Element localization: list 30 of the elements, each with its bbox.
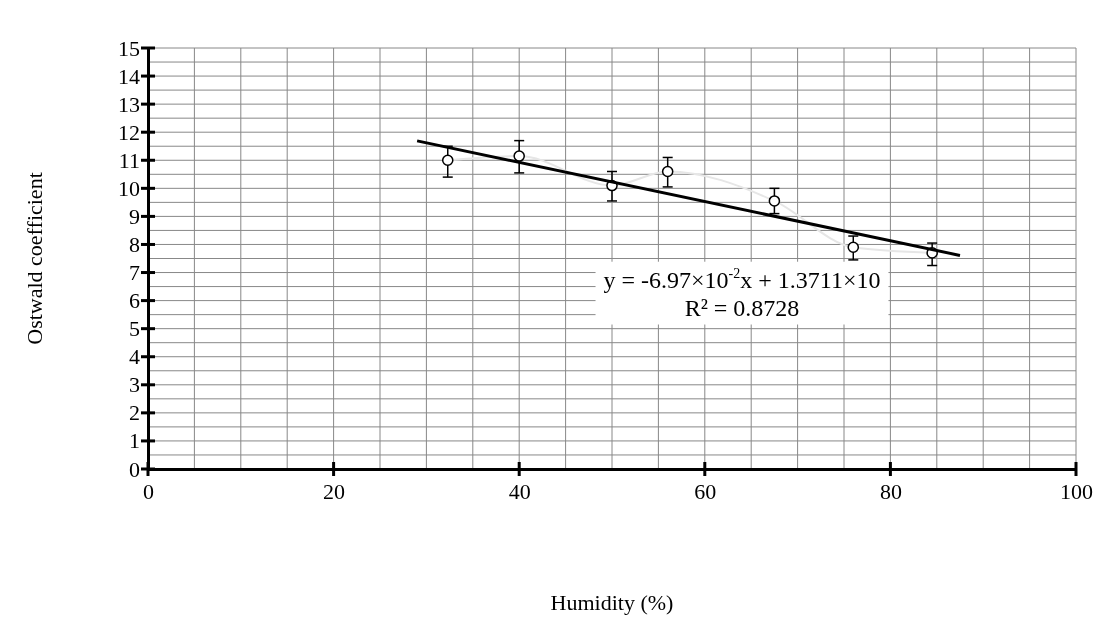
x-axis-title: Humidity (%)	[550, 590, 674, 615]
x-tick-label: 60	[694, 478, 717, 504]
y-tick-label: 2	[129, 400, 140, 426]
annotation: R² = 0.8728	[684, 294, 800, 321]
point	[513, 150, 525, 162]
y-tick-label: 1	[129, 428, 140, 454]
annotation: y = -6.97×10$^{-2}$x + 1.3711×10	[603, 265, 881, 293]
x-tick-label: 80	[879, 478, 902, 504]
point	[441, 154, 454, 167]
point	[768, 195, 781, 207]
x-tick-label: 40	[508, 478, 531, 504]
y-tick-label: 11	[118, 147, 140, 173]
y-tick-label: 13	[118, 91, 140, 117]
y-tick-label: 10	[118, 175, 140, 201]
y-tick-label: 3	[129, 372, 140, 398]
y-tick-label: 12	[118, 119, 140, 145]
x-tick-label: 100	[1060, 478, 1093, 504]
y-tick-label: 6	[129, 288, 140, 314]
y-tick-label: 4	[129, 344, 140, 370]
y-tick-label: 0	[129, 456, 140, 482]
x-tick-label: 20	[323, 478, 346, 504]
y-tick-label: 7	[129, 260, 140, 286]
point	[847, 241, 860, 254]
y-tick-label: 9	[129, 203, 140, 229]
y-axis-title: Ostwald coefficient	[22, 172, 47, 345]
y-tick-label: 8	[129, 232, 140, 258]
y-tick-label: 14	[118, 63, 140, 89]
y-tick-label: 15	[118, 35, 140, 61]
point	[661, 165, 674, 178]
y-tick-label: 5	[129, 316, 140, 342]
